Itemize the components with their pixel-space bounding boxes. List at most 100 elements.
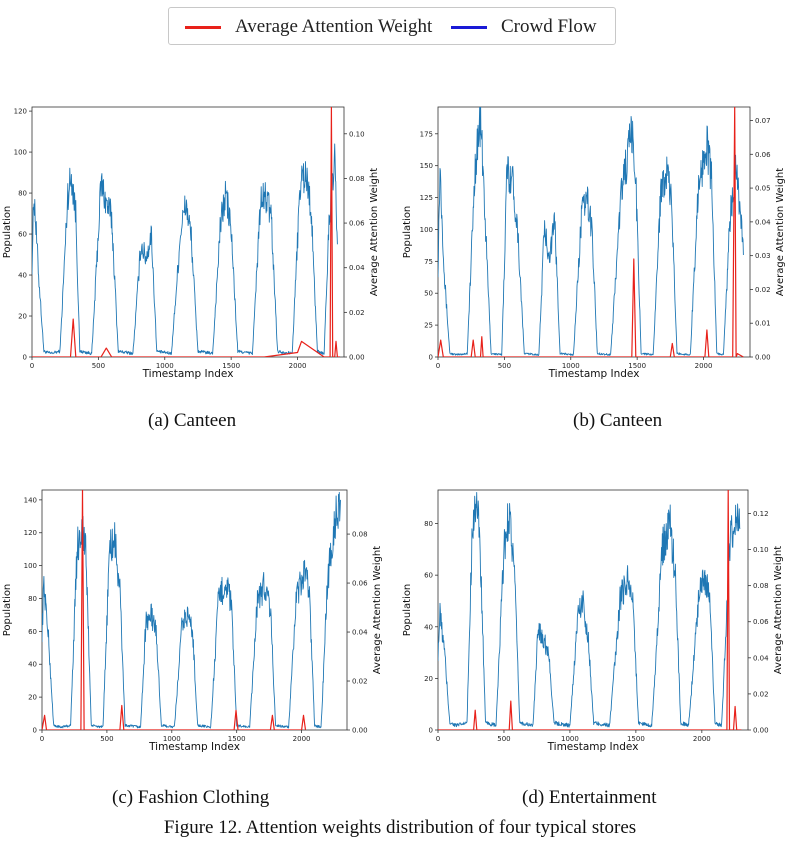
crowd-flow-line bbox=[32, 143, 338, 356]
chart-panel-a: 0 20 40 60 80 100 120 0.00 0.02 0.04 0.06 0.08 0.10 0… bbox=[2, 106, 380, 380]
y2-axis-label: Average Attention Weight bbox=[775, 168, 786, 296]
x-tick-label: 0 bbox=[436, 362, 440, 370]
y-tick-label: 80 bbox=[424, 520, 433, 528]
caption-a: (a) Canteen bbox=[148, 410, 237, 431]
x-tick-label: 1500 bbox=[628, 362, 646, 370]
x-axis-label: Timestamp Index bbox=[142, 368, 234, 380]
y2-tick-label: 0.10 bbox=[349, 130, 365, 138]
y2-tick-label: 0.02 bbox=[352, 678, 368, 686]
x-tick-label: 500 bbox=[498, 362, 511, 370]
x-tick-label: 500 bbox=[497, 735, 510, 743]
y2-tick-label: 0.06 bbox=[352, 580, 368, 588]
x-axis-label: Timestamp Index bbox=[548, 368, 640, 380]
y2-tick-label: 0.02 bbox=[755, 286, 771, 294]
x-tick-label: 0 bbox=[40, 735, 44, 743]
y-tick-label: 120 bbox=[24, 529, 37, 537]
y2-tick-label: 0.06 bbox=[349, 220, 365, 228]
y-tick-label: 100 bbox=[14, 149, 27, 157]
x-tick-label: 1000 bbox=[163, 735, 181, 743]
y-axis-label: Population bbox=[402, 584, 413, 637]
y2-tick-label: 0.00 bbox=[753, 727, 769, 735]
x-tick-label: 500 bbox=[100, 735, 113, 743]
y-tick-label: 60 bbox=[28, 628, 37, 636]
x-tick-label: 500 bbox=[92, 362, 105, 370]
x-tick-label: 2000 bbox=[293, 735, 311, 743]
y2-axis-label: Average Attention Weight bbox=[773, 546, 784, 674]
y2-tick-label: 0.04 bbox=[349, 264, 365, 272]
y-tick-label: 100 bbox=[420, 226, 433, 234]
y2-tick-label: 0.12 bbox=[753, 510, 769, 518]
y-tick-label: 150 bbox=[420, 162, 433, 170]
y-tick-label: 0 bbox=[23, 354, 27, 362]
y-tick-label: 0 bbox=[429, 727, 433, 735]
y2-tick-label: 0.01 bbox=[755, 320, 771, 328]
x-axis-label: Timestamp Index bbox=[148, 741, 240, 753]
y2-tick-label: 0.02 bbox=[753, 690, 769, 698]
y2-tick-label: 0.06 bbox=[753, 618, 769, 626]
y2-tick-label: 0.03 bbox=[755, 252, 771, 260]
y-tick-label: 20 bbox=[424, 675, 433, 683]
legend-label-crowd-flow: Crowd Flow bbox=[501, 16, 597, 37]
y-tick-label: 60 bbox=[424, 572, 433, 580]
x-tick-label: 2000 bbox=[693, 735, 711, 743]
y2-tick-label: 0.00 bbox=[352, 727, 368, 735]
y2-tick-label: 0.06 bbox=[755, 151, 771, 159]
y2-tick-label: 0.02 bbox=[349, 309, 365, 317]
legend-label-attention: Average Attention Weight bbox=[235, 16, 433, 37]
y-tick-label: 40 bbox=[28, 661, 37, 669]
x-tick-label: 1500 bbox=[228, 735, 246, 743]
x-tick-label: 2000 bbox=[289, 362, 307, 370]
x-tick-label: 1500 bbox=[222, 362, 240, 370]
x-axis-label: Timestamp Index bbox=[547, 741, 639, 753]
y-tick-label: 20 bbox=[18, 313, 27, 321]
crowd-flow-line bbox=[438, 492, 741, 728]
legend: Average Attention Weight Crowd Flow bbox=[168, 7, 616, 45]
y-tick-label: 40 bbox=[18, 272, 27, 280]
y-axis-label: Population bbox=[402, 206, 413, 259]
legend-item-attention: Average Attention Weight bbox=[185, 16, 432, 38]
attention-weight-line bbox=[32, 107, 340, 357]
y-tick-label: 0 bbox=[33, 727, 37, 735]
plot-frame bbox=[437, 106, 751, 358]
y2-tick-label: 0.08 bbox=[349, 175, 365, 183]
y-tick-label: 80 bbox=[28, 595, 37, 603]
y2-tick-label: 0.00 bbox=[755, 354, 771, 362]
x-tick-label: 1500 bbox=[627, 735, 645, 743]
attention-weight-line bbox=[438, 107, 744, 357]
chart-panel-b: 0 25 50 75 100 125 150 175 0.00 0.01 0.02 0.03 0.04 0… bbox=[402, 106, 786, 380]
y-tick-label: 80 bbox=[18, 190, 27, 198]
y2-tick-label: 0.08 bbox=[753, 582, 769, 590]
legend-swatch-attention bbox=[185, 25, 221, 29]
y-tick-label: 40 bbox=[424, 623, 433, 631]
crowd-flow-line bbox=[42, 491, 341, 729]
x-tick-label: 1000 bbox=[561, 735, 579, 743]
y2-tick-label: 0.05 bbox=[755, 185, 771, 193]
y-axis-label: Population bbox=[2, 206, 13, 259]
y-tick-label: 120 bbox=[14, 108, 27, 116]
y2-tick-label: 0.04 bbox=[352, 629, 368, 637]
y2-tick-label: 0.08 bbox=[352, 531, 368, 539]
x-tick-label: 1000 bbox=[562, 362, 580, 370]
y-tick-label: 25 bbox=[424, 322, 433, 330]
chart-panel-c: 0 20 40 60 80 100 120 140 0.00 0.02 0.04 0.06 0.08 0 5… bbox=[2, 489, 383, 753]
y-tick-label: 125 bbox=[420, 194, 433, 202]
y-axis-label: Population bbox=[2, 584, 13, 637]
crowd-flow-line bbox=[438, 107, 744, 357]
y-tick-label: 20 bbox=[28, 694, 37, 702]
y-tick-label: 75 bbox=[424, 258, 433, 266]
attention-weight-line bbox=[438, 490, 742, 730]
legend-swatch-crowd-flow bbox=[451, 25, 487, 29]
y-tick-label: 0 bbox=[429, 354, 433, 362]
y2-tick-label: 0.07 bbox=[755, 117, 771, 125]
caption-d: (d) Entertainment bbox=[522, 787, 657, 808]
caption-b: (b) Canteen bbox=[573, 410, 663, 431]
y2-axis-label: Average Attention Weight bbox=[372, 546, 383, 674]
y-tick-label: 140 bbox=[24, 496, 37, 504]
y2-tick-label: 0.10 bbox=[753, 546, 769, 554]
y-tick-label: 175 bbox=[420, 130, 433, 138]
y-tick-label: 100 bbox=[24, 562, 37, 570]
x-tick-label: 0 bbox=[436, 735, 440, 743]
x-tick-label: 2000 bbox=[695, 362, 713, 370]
x-tick-label: 0 bbox=[30, 362, 34, 370]
figure-caption: Figure 12. Attention weights distributio… bbox=[163, 817, 637, 838]
